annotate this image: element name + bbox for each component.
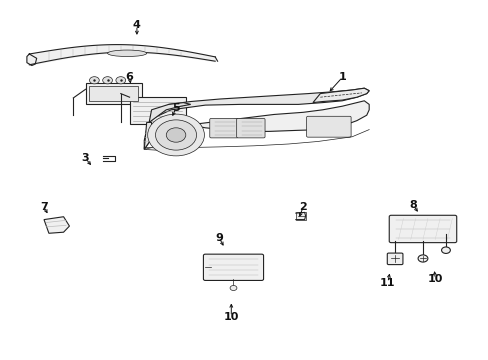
FancyBboxPatch shape <box>129 97 185 124</box>
Text: 6: 6 <box>125 72 133 82</box>
Circle shape <box>102 77 112 84</box>
Circle shape <box>116 77 125 84</box>
Polygon shape <box>144 122 151 149</box>
FancyBboxPatch shape <box>89 86 138 101</box>
Polygon shape <box>27 54 37 66</box>
Polygon shape <box>312 88 368 103</box>
Polygon shape <box>44 217 69 233</box>
Circle shape <box>441 247 449 253</box>
Text: 11: 11 <box>379 278 395 288</box>
Text: 10: 10 <box>223 312 239 322</box>
Circle shape <box>417 255 427 262</box>
Text: 10: 10 <box>427 274 442 284</box>
Circle shape <box>155 120 196 150</box>
Polygon shape <box>149 88 368 122</box>
Text: 3: 3 <box>81 153 89 163</box>
FancyBboxPatch shape <box>209 118 238 138</box>
Text: 1: 1 <box>338 72 346 82</box>
Circle shape <box>166 128 185 142</box>
Polygon shape <box>144 144 185 153</box>
Ellipse shape <box>107 50 146 57</box>
Text: 8: 8 <box>408 200 416 210</box>
Text: 4: 4 <box>133 20 141 30</box>
Text: 2: 2 <box>299 202 306 212</box>
Polygon shape <box>149 103 190 122</box>
Circle shape <box>147 114 204 156</box>
Polygon shape <box>144 101 368 149</box>
FancyBboxPatch shape <box>203 254 263 280</box>
Text: 5: 5 <box>172 103 180 113</box>
Circle shape <box>229 285 236 291</box>
FancyBboxPatch shape <box>386 253 402 265</box>
FancyBboxPatch shape <box>85 83 142 104</box>
Text: 7: 7 <box>40 202 48 212</box>
Circle shape <box>89 77 99 84</box>
FancyBboxPatch shape <box>388 215 456 243</box>
Text: 9: 9 <box>215 233 223 243</box>
FancyBboxPatch shape <box>236 118 264 138</box>
FancyBboxPatch shape <box>295 212 305 220</box>
FancyBboxPatch shape <box>306 116 350 137</box>
